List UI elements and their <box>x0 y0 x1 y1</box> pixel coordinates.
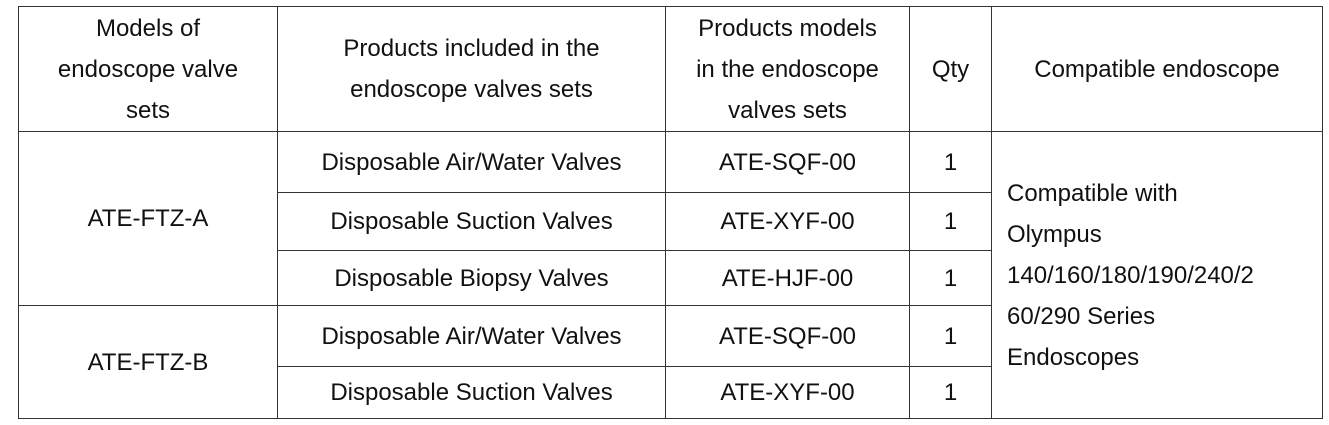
text-line: valves sets <box>728 96 847 124</box>
header-cell: Models of endoscope valve sets <box>18 6 278 132</box>
data-row: Disposable Suction Valves ATE-XYF-00 1 <box>19 366 1323 419</box>
code-cell: ATE-XYF-00 <box>665 366 910 419</box>
text-line: 60/290 Series <box>1007 302 1156 330</box>
data-row: ATE-FTZ-A Disposable Air/Water Valves ATE-… <box>18 131 1323 419</box>
product-cell: Disposable Suction Valves <box>277 366 666 419</box>
text-line: Olympus <box>1007 220 1102 248</box>
qty-cell: 1 <box>909 192 992 251</box>
text-line: Products included in the <box>343 35 600 62</box>
valve-table: Models of endoscope valve sets Products inc… <box>18 6 1323 419</box>
data-row: ATE-FTZ-B Disposable Air/Water Valves ATE-… <box>18 305 1323 419</box>
model-cell: ATE-FTZ-A <box>18 131 278 306</box>
text-line: Compatible with <box>1007 179 1178 207</box>
qty-cell: 1 <box>909 305 992 367</box>
text-line: Compatible endoscope <box>1034 55 1280 83</box>
header-cell: Products included in the endoscope valves… <box>277 6 666 132</box>
text-line: sets <box>125 96 170 124</box>
code-cell: ATE-SQF-00 <box>665 131 910 193</box>
header-cell: Products models in the endoscope valves se… <box>665 6 910 132</box>
text-line: endoscope valves sets <box>350 76 593 103</box>
product-cell: Disposable Air/Water Valves <box>277 305 666 367</box>
data-row: Disposable Biopsy Valves ATE-HJF-00 1 <box>19 250 1323 306</box>
text-line: 140/160/180/190/240/2 <box>1007 261 1254 289</box>
compatible-cell: Compatible with Olympus 140/160/180/190/24… <box>991 131 1323 419</box>
qty-cell: 1 <box>909 366 992 419</box>
text-line: in the endoscope <box>696 55 879 83</box>
qty-cell: 1 <box>909 131 992 193</box>
header-cell: Qty <box>909 6 992 132</box>
header-row: Models of endoscope valve sets Products inc… <box>18 6 1323 132</box>
text-line: Qty <box>931 55 970 83</box>
text-line: Products models <box>698 14 877 42</box>
text-line: Endoscopes <box>1007 343 1140 371</box>
header-cell: Compatible endoscope <box>991 6 1323 132</box>
product-cell: Disposable Biopsy Valves <box>277 250 666 306</box>
model-cell: ATE-FTZ-B <box>18 305 278 419</box>
product-cell: Disposable Suction Valves <box>277 192 666 251</box>
text-line: Models of <box>95 14 201 42</box>
code-cell: ATE-HJF-00 <box>665 250 910 306</box>
product-cell: Disposable Air/Water Valves <box>277 131 666 193</box>
code-cell: ATE-XYF-00 <box>665 192 910 251</box>
text-line: endoscope valve <box>57 55 239 83</box>
qty-cell: 1 <box>909 250 992 306</box>
data-row: Disposable Suction Valves ATE-XYF-00 1 <box>19 192 1323 251</box>
code-cell: ATE-SQF-00 <box>665 305 910 367</box>
